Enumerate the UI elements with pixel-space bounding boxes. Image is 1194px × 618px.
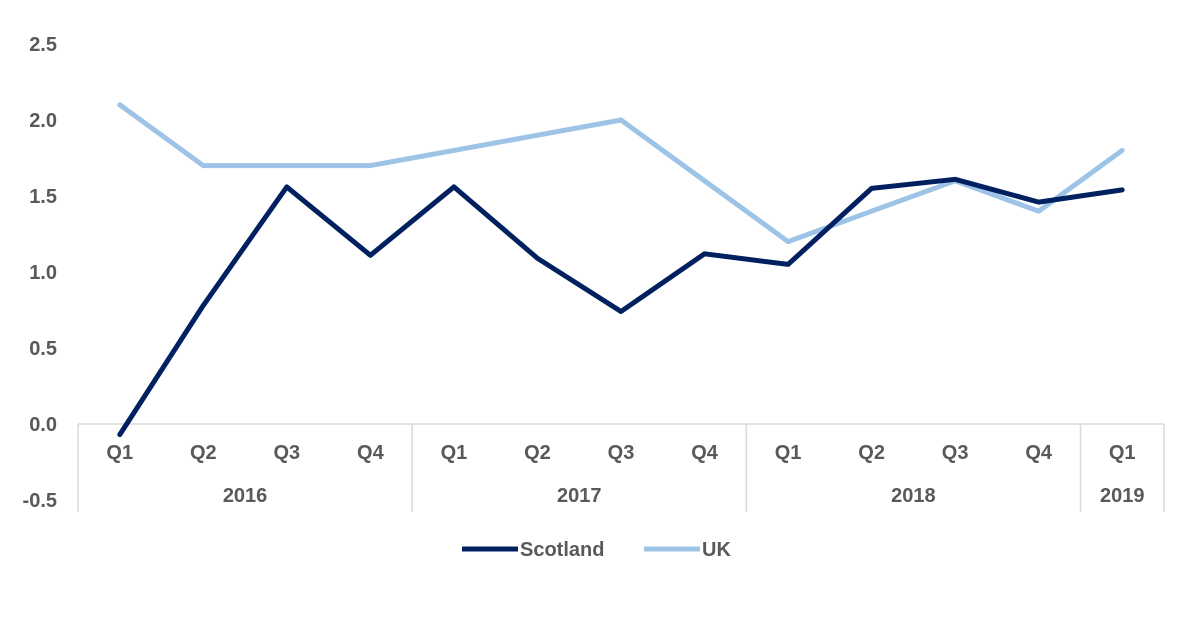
quarter-label: Q1 xyxy=(441,442,468,464)
legend-label-scotland: Scotland xyxy=(520,539,604,561)
y-tick-label: 0.5 xyxy=(29,338,57,360)
quarter-label: Q3 xyxy=(942,442,969,464)
quarter-label: Q1 xyxy=(775,442,802,464)
series-line-scotland xyxy=(117,176,1125,438)
quarter-label: Q3 xyxy=(608,442,635,464)
y-tick-label: -0.5 xyxy=(23,490,57,512)
legend: Scotland UK xyxy=(462,539,731,561)
y-tick-label: 0.0 xyxy=(29,414,57,436)
year-label: 2017 xyxy=(557,485,602,507)
quarter-label: Q1 xyxy=(106,442,133,464)
axis-layer xyxy=(77,423,1165,512)
y-tick-label: 1.0 xyxy=(29,262,57,284)
quarter-label: Q4 xyxy=(691,442,719,464)
quarter-label: Q4 xyxy=(1025,442,1053,464)
quarter-label: Q3 xyxy=(274,442,301,464)
quarter-label: Q1 xyxy=(1109,442,1136,464)
quarter-label: Q4 xyxy=(357,442,385,464)
series-layer xyxy=(117,102,1125,438)
legend-label-uk: UK xyxy=(702,539,731,561)
label-layer: 2.5 2.0 1.5 1.0 0.5 0.0 -0.5 2016 2017 2018 2019 Q1… xyxy=(23,34,1145,512)
quarter-label: Q2 xyxy=(858,442,885,464)
y-tick-label: 2.0 xyxy=(29,110,57,132)
y-tick-label: 2.5 xyxy=(29,34,57,56)
year-label: 2016 xyxy=(223,485,268,507)
year-label: 2019 xyxy=(1100,485,1145,507)
quarter-label: Q2 xyxy=(524,442,551,464)
year-label: 2018 xyxy=(891,485,936,507)
quarter-label: Q2 xyxy=(190,442,217,464)
y-tick-label: 1.5 xyxy=(29,186,57,208)
series-line-uk xyxy=(117,102,1125,245)
